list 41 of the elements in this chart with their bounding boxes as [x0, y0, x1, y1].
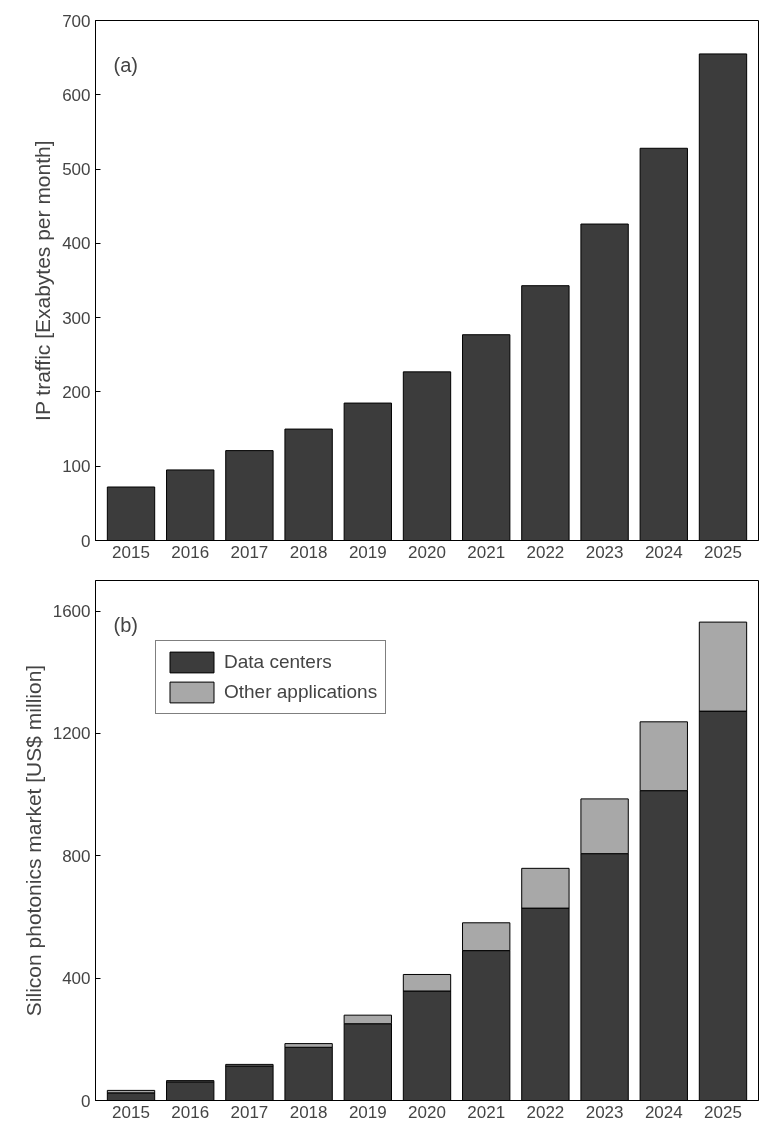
x-tick-label: 2022 [526, 1102, 565, 1122]
y-tick-label: 1600 [52, 602, 91, 622]
x-tick-label: 2018 [289, 1102, 328, 1122]
annotation: (a) [113, 53, 138, 76]
x-tick-label: 2021 [467, 542, 506, 562]
x-tick-label: 2015 [112, 542, 150, 562]
x-tick-label: 2016 [171, 1102, 210, 1122]
x-tick-label: 2024 [644, 542, 683, 562]
x-tick-label: 2022 [526, 542, 565, 562]
x-tick-label: 2017 [230, 1102, 269, 1122]
y-axis-title: IP traffic [Exabytes per month] [31, 140, 55, 421]
y-tick-label: 500 [62, 160, 91, 180]
x-tick-label: 2025 [704, 542, 742, 562]
x-tick-label: 2025 [704, 1102, 742, 1122]
y-tick-label: 200 [62, 382, 91, 402]
x-tick-label: 2020 [408, 1102, 446, 1122]
x-tick-label: 2024 [644, 1102, 683, 1122]
legend-label: Data centers [224, 651, 332, 673]
y-tick-label: 800 [62, 846, 91, 866]
y-tick-label: 300 [62, 308, 91, 328]
annotation: (b) [113, 613, 138, 636]
x-tick-label: 2019 [348, 1102, 387, 1122]
x-tick-label: 2023 [585, 542, 624, 562]
legend-label: Other applications [224, 681, 378, 703]
x-tick-label: 2016 [171, 542, 210, 562]
y-tick-label: 700 [62, 11, 91, 31]
y-axis-title: Silicon photonics market [US$ million] [21, 664, 45, 1017]
x-tick-label: 2021 [467, 1102, 506, 1122]
x-tick-label: 2020 [408, 542, 446, 562]
x-tick-label: 2023 [585, 1102, 624, 1122]
x-tick-label: 2019 [348, 542, 387, 562]
x-tick-label: 2017 [230, 542, 269, 562]
y-tick-label: 100 [62, 457, 91, 477]
x-tick-label: 2018 [289, 542, 328, 562]
y-tick-label: 400 [62, 969, 91, 989]
y-tick-label: 400 [62, 234, 91, 254]
y-tick-label: 1200 [52, 724, 91, 744]
x-tick-label: 2015 [112, 1102, 150, 1122]
y-tick-label: 0 [81, 531, 91, 551]
y-tick-label: 0 [81, 1091, 91, 1111]
y-tick-label: 600 [62, 85, 91, 105]
